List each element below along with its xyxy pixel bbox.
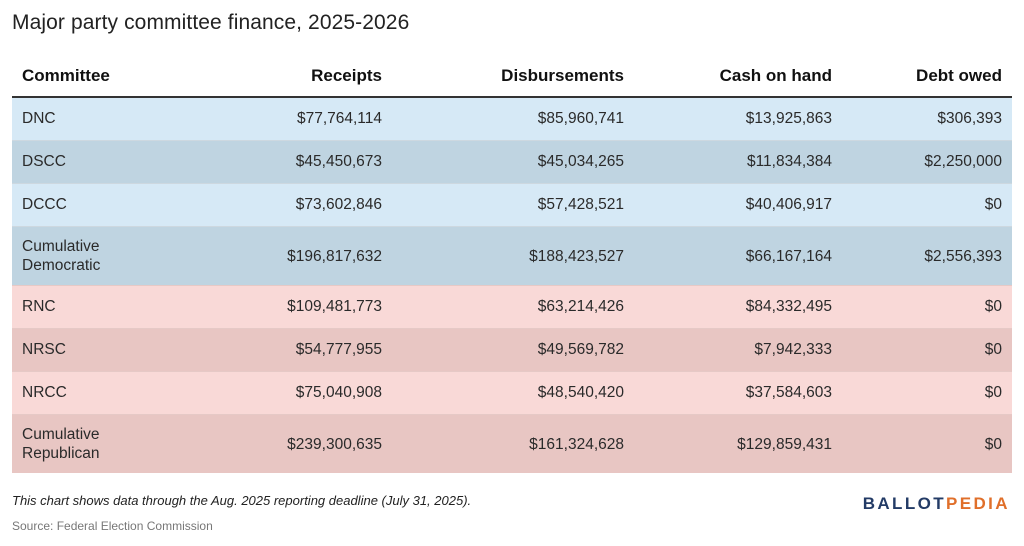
table-row-cumulative-republican: Cumulative Republican $239,300,635 $161,… bbox=[12, 414, 1012, 473]
cell-debt-owed: $306,393 bbox=[842, 97, 1012, 141]
column-header-cash-on-hand: Cash on hand bbox=[634, 56, 842, 98]
cell-disbursements: $188,423,527 bbox=[392, 226, 634, 286]
cell-committee: DCCC bbox=[12, 183, 182, 227]
cell-receipts: $196,817,632 bbox=[182, 226, 392, 286]
committee-label-line1: Cumulative bbox=[22, 238, 100, 255]
cell-debt-owed: $0 bbox=[842, 328, 1012, 372]
cell-debt-owed: $0 bbox=[842, 183, 1012, 227]
table-row-dnc: DNC $77,764,114 $85,960,741 $13,925,863 … bbox=[12, 97, 1012, 141]
ballotpedia-logo: BALLOTPEDIA bbox=[863, 494, 1010, 514]
cell-committee: NRCC bbox=[12, 371, 182, 415]
table-row-cumulative-democratic: Cumulative Democratic $196,817,632 $188,… bbox=[12, 226, 1012, 286]
cell-disbursements: $161,324,628 bbox=[392, 414, 634, 473]
table-row-dccc: DCCC $73,602,846 $57,428,521 $40,406,917… bbox=[12, 183, 1012, 227]
committee-label-line2: Democratic bbox=[22, 257, 101, 274]
table-row-nrsc: NRSC $54,777,955 $49,569,782 $7,942,333 … bbox=[12, 328, 1012, 372]
cell-debt-owed: $2,250,000 bbox=[842, 140, 1012, 184]
logo-text-ballot: BALLOT bbox=[862, 494, 947, 513]
cell-cash-on-hand: $66,167,164 bbox=[634, 226, 842, 286]
cell-committee: DNC bbox=[12, 97, 182, 141]
cell-committee: NRSC bbox=[12, 328, 182, 372]
logo-text-pedia: PEDIA bbox=[946, 494, 1010, 513]
cell-disbursements: $57,428,521 bbox=[392, 183, 634, 227]
cell-disbursements: $63,214,426 bbox=[392, 285, 634, 329]
cell-debt-owed: $0 bbox=[842, 414, 1012, 473]
table-header-row: Committee Receipts Disbursements Cash on… bbox=[12, 56, 1012, 98]
cell-debt-owed: $2,556,393 bbox=[842, 226, 1012, 286]
cell-cash-on-hand: $7,942,333 bbox=[634, 328, 842, 372]
cell-receipts: $45,450,673 bbox=[182, 140, 392, 184]
cell-cash-on-hand: $37,584,603 bbox=[634, 371, 842, 415]
footnote: This chart shows data through the Aug. 2… bbox=[12, 493, 472, 508]
cell-cash-on-hand: $11,834,384 bbox=[634, 140, 842, 184]
cell-receipts: $239,300,635 bbox=[182, 414, 392, 473]
cell-cash-on-hand: $40,406,917 bbox=[634, 183, 842, 227]
cell-debt-owed: $0 bbox=[842, 285, 1012, 329]
cell-cash-on-hand: $129,859,431 bbox=[634, 414, 842, 473]
column-header-receipts: Receipts bbox=[182, 56, 392, 98]
cell-cash-on-hand: $13,925,863 bbox=[634, 97, 842, 141]
cell-disbursements: $48,540,420 bbox=[392, 371, 634, 415]
cell-disbursements: $85,960,741 bbox=[392, 97, 634, 141]
cell-disbursements: $49,569,782 bbox=[392, 328, 634, 372]
column-header-committee: Committee bbox=[12, 56, 182, 98]
column-header-disbursements: Disbursements bbox=[392, 56, 634, 98]
table-row-rnc: RNC $109,481,773 $63,214,426 $84,332,495… bbox=[12, 285, 1012, 329]
table-row-nrcc: NRCC $75,040,908 $48,540,420 $37,584,603… bbox=[12, 371, 1012, 415]
cell-cash-on-hand: $84,332,495 bbox=[634, 285, 842, 329]
cell-committee: Cumulative Democratic bbox=[12, 226, 182, 286]
cell-receipts: $77,764,114 bbox=[182, 97, 392, 141]
cell-receipts: $73,602,846 bbox=[182, 183, 392, 227]
cell-receipts: $75,040,908 bbox=[182, 371, 392, 415]
finance-table: Committee Receipts Disbursements Cash on… bbox=[12, 56, 1012, 473]
cell-debt-owed: $0 bbox=[842, 371, 1012, 415]
table-row-dscc: DSCC $45,450,673 $45,034,265 $11,834,384… bbox=[12, 140, 1012, 184]
source-credit: Source: Federal Election Commission bbox=[12, 519, 213, 533]
cell-disbursements: $45,034,265 bbox=[392, 140, 634, 184]
cell-receipts: $54,777,955 bbox=[182, 328, 392, 372]
cell-receipts: $109,481,773 bbox=[182, 285, 392, 329]
committee-label-line1: Cumulative bbox=[22, 426, 100, 443]
committee-label-line2: Republican bbox=[22, 445, 100, 462]
column-header-debt-owed: Debt owed bbox=[842, 56, 1012, 98]
cell-committee: DSCC bbox=[12, 140, 182, 184]
cell-committee: Cumulative Republican bbox=[12, 414, 182, 473]
cell-committee: RNC bbox=[12, 285, 182, 329]
chart-title: Major party committee finance, 2025-2026 bbox=[12, 11, 410, 34]
